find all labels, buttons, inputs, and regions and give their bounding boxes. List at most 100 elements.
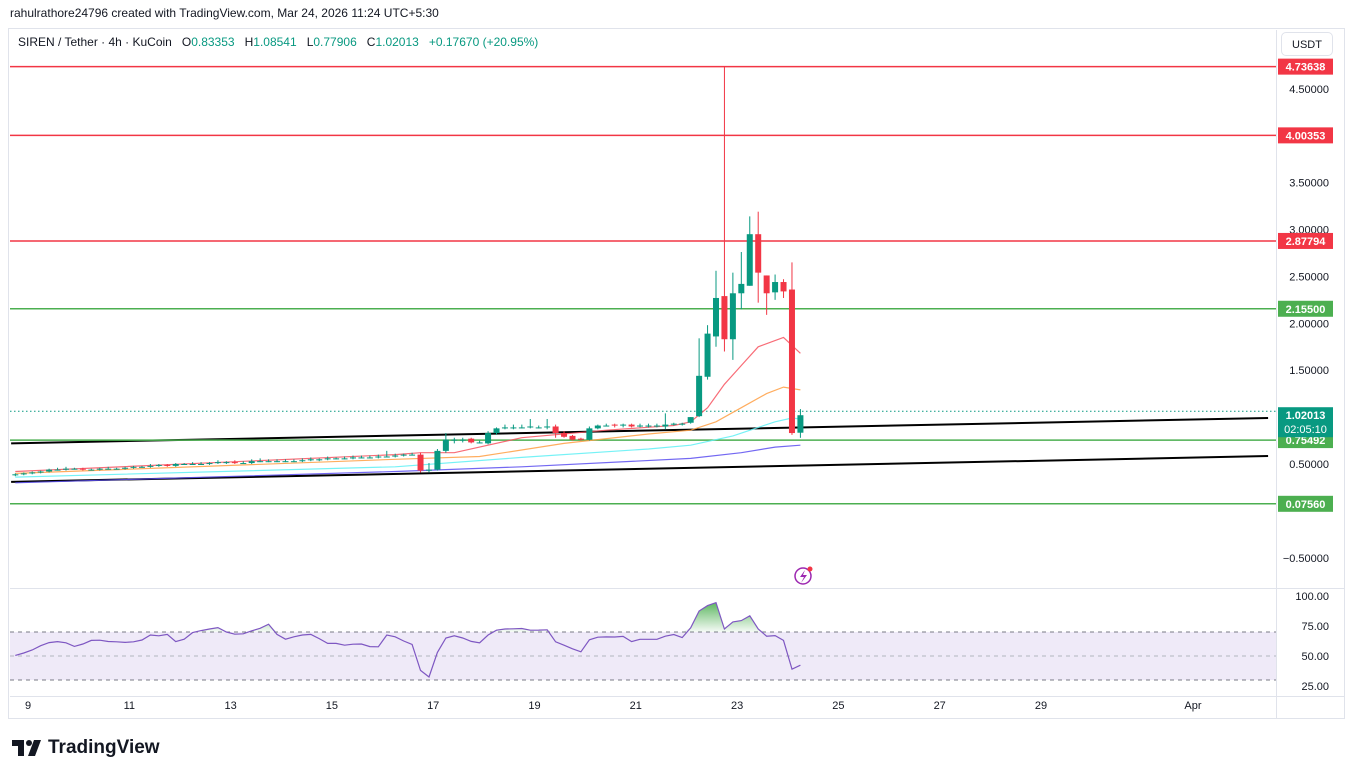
candle-body — [105, 468, 112, 470]
candle — [147, 464, 154, 468]
candle-body — [198, 464, 205, 465]
candle-body — [324, 458, 331, 460]
candle — [96, 467, 103, 471]
candle — [704, 325, 711, 380]
event-icon-dot — [807, 566, 813, 572]
time-tick-label: 9 — [25, 700, 31, 712]
candle — [409, 452, 416, 456]
close-label: C — [366, 35, 376, 49]
candle — [662, 413, 669, 430]
candle — [518, 424, 525, 429]
candle — [476, 440, 483, 444]
candle-body — [704, 333, 711, 377]
candle — [274, 459, 281, 463]
time-tick-label: Apr — [1184, 700, 1201, 712]
chart-frame — [8, 28, 1345, 719]
candle-body — [375, 456, 382, 458]
currency-button[interactable]: USDT — [1281, 32, 1333, 56]
candle — [561, 431, 568, 438]
candle-body — [712, 297, 719, 337]
candle — [611, 423, 618, 428]
candle — [198, 462, 205, 465]
candle — [569, 434, 576, 441]
candle-body — [772, 282, 779, 293]
candle-body — [518, 427, 525, 429]
candle-body — [662, 424, 669, 427]
candle — [307, 457, 314, 462]
price-tick-label: 1.50000 — [1289, 365, 1329, 377]
candle-body — [46, 469, 53, 472]
level-price-tag — [1278, 127, 1333, 144]
open-value: 0.83353 — [191, 35, 235, 49]
candle — [645, 423, 652, 428]
candle-body — [746, 234, 753, 286]
candle — [299, 458, 306, 463]
open-label: O — [181, 35, 192, 49]
candle-body — [274, 461, 281, 463]
candle-body — [451, 439, 458, 441]
candle — [366, 455, 373, 459]
candle — [620, 423, 627, 428]
candle — [712, 270, 719, 347]
price-tick-label: −0.50000 — [1283, 553, 1329, 565]
candle-body — [79, 468, 86, 470]
rsi-overbought-fill — [15, 602, 801, 632]
candle — [155, 464, 162, 467]
candle — [172, 463, 179, 467]
candle — [400, 453, 407, 457]
candle — [603, 423, 610, 427]
candle-body — [476, 442, 483, 444]
candle — [333, 457, 340, 460]
candle — [780, 279, 787, 298]
rsi-line — [15, 601, 801, 678]
candle — [375, 454, 382, 459]
level-price-label: 4.00353 — [1286, 130, 1326, 142]
candle — [138, 465, 145, 468]
candle-body — [544, 426, 551, 428]
candle — [738, 252, 745, 310]
candle-body — [164, 464, 171, 466]
candle-body — [299, 460, 306, 462]
candle-body — [12, 474, 19, 476]
lightning-event-icon[interactable] — [794, 566, 813, 585]
time-tick-label: 15 — [326, 700, 338, 712]
candle — [240, 461, 247, 465]
candle-body — [366, 457, 373, 459]
time-tick-label: 19 — [528, 700, 540, 712]
candle-body — [687, 417, 694, 423]
candle-body — [620, 424, 627, 426]
candle-body — [358, 457, 365, 459]
candle-body — [181, 464, 188, 465]
candle — [594, 424, 601, 430]
candle — [392, 453, 399, 458]
rsi-tick-label: 75.00 — [1301, 621, 1329, 633]
level-price-tag — [1278, 300, 1333, 317]
candle-body — [307, 459, 314, 461]
candle — [130, 465, 137, 469]
tradingview-logo[interactable]: TradingView — [12, 737, 160, 759]
price-tick-label: 2.50000 — [1289, 271, 1329, 283]
price-tick-label: 0.50000 — [1289, 459, 1329, 471]
candle — [248, 459, 255, 464]
candle — [214, 460, 221, 464]
candle-body — [442, 439, 449, 451]
candle — [755, 211, 762, 303]
candle — [105, 466, 112, 470]
candle-body — [155, 464, 162, 466]
moving-average-ema_mid — [15, 386, 801, 474]
candle — [637, 423, 644, 428]
level-price-label: 2.87794 — [1286, 236, 1327, 248]
candle — [206, 462, 213, 465]
candle — [653, 423, 660, 428]
candle-body — [54, 469, 61, 471]
low-label: L — [306, 35, 314, 49]
candle — [358, 455, 365, 459]
rsi-tick-label: 100.00 — [1295, 591, 1329, 603]
last-price-tag — [1278, 407, 1333, 438]
symbol-info[interactable]: SIREN / Tether · 4h · KuCoin — [18, 35, 172, 49]
candle-body — [535, 427, 542, 429]
candle — [54, 467, 61, 471]
candle — [290, 459, 297, 463]
candle-body — [96, 468, 103, 470]
